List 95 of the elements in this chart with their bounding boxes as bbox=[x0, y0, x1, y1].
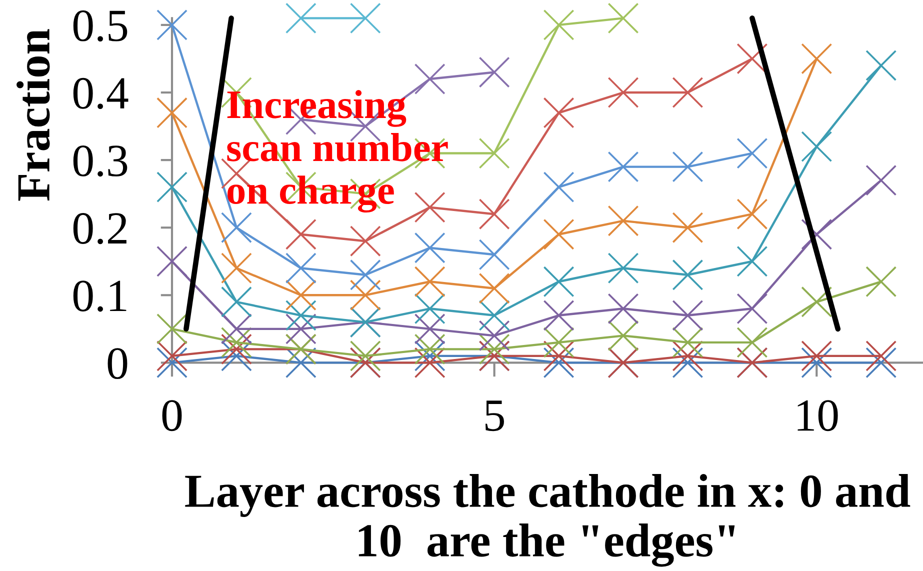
point bbox=[801, 43, 832, 74]
point bbox=[350, 340, 381, 372]
y-tick-label: 0.3 bbox=[73, 145, 128, 177]
point bbox=[220, 340, 252, 372]
point bbox=[672, 77, 704, 108]
point bbox=[478, 272, 510, 304]
point bbox=[672, 151, 704, 182]
point bbox=[801, 218, 832, 250]
y-tick-label: 0 bbox=[108, 348, 128, 380]
point bbox=[608, 320, 639, 352]
point bbox=[801, 131, 832, 162]
point bbox=[285, 280, 316, 311]
point bbox=[866, 50, 897, 81]
point bbox=[866, 347, 897, 378]
point bbox=[156, 340, 188, 372]
point bbox=[414, 293, 446, 324]
point bbox=[866, 340, 897, 372]
point bbox=[672, 212, 704, 244]
point bbox=[414, 266, 446, 298]
point bbox=[801, 286, 832, 318]
y-tick-label: 0.4 bbox=[73, 78, 128, 110]
point bbox=[285, 313, 316, 344]
point bbox=[478, 198, 510, 230]
point bbox=[285, 347, 316, 378]
point bbox=[543, 9, 574, 40]
point bbox=[156, 172, 188, 203]
point bbox=[414, 340, 446, 372]
point bbox=[414, 232, 446, 264]
point bbox=[156, 9, 188, 40]
point bbox=[156, 313, 188, 344]
point bbox=[220, 286, 252, 318]
point bbox=[672, 347, 704, 378]
point bbox=[350, 226, 381, 257]
point bbox=[285, 218, 316, 250]
point bbox=[414, 347, 446, 378]
point bbox=[156, 246, 188, 277]
point bbox=[543, 172, 574, 203]
point bbox=[608, 293, 639, 324]
point bbox=[350, 280, 381, 311]
point bbox=[608, 205, 639, 236]
point bbox=[736, 43, 768, 74]
point bbox=[220, 313, 252, 344]
point bbox=[543, 266, 574, 298]
x-tick-label: 10 bbox=[798, 400, 838, 432]
point bbox=[801, 340, 832, 372]
x-tick-label: 0 bbox=[162, 400, 182, 432]
point bbox=[543, 340, 574, 372]
point bbox=[736, 246, 768, 277]
point bbox=[478, 56, 510, 88]
point bbox=[414, 64, 446, 94]
point bbox=[285, 2, 316, 34]
point bbox=[736, 138, 768, 169]
y-axis-title: Fraction bbox=[16, 29, 50, 201]
point bbox=[285, 300, 316, 331]
point bbox=[736, 198, 768, 230]
y-tick-label: 0.1 bbox=[73, 280, 126, 312]
point bbox=[350, 259, 381, 290]
point bbox=[478, 334, 510, 365]
point bbox=[736, 293, 768, 324]
point bbox=[866, 164, 897, 196]
point bbox=[478, 138, 510, 169]
point bbox=[672, 300, 704, 331]
point bbox=[866, 266, 897, 298]
point bbox=[543, 300, 574, 331]
y-tick-label: 0.5 bbox=[73, 10, 128, 42]
point bbox=[543, 218, 574, 250]
point bbox=[672, 326, 704, 358]
point bbox=[478, 239, 510, 270]
point bbox=[543, 326, 574, 358]
point bbox=[608, 151, 639, 182]
point bbox=[608, 252, 639, 284]
point bbox=[543, 97, 574, 128]
x-tick-label: 5 bbox=[486, 400, 504, 432]
point bbox=[608, 2, 639, 34]
point bbox=[672, 259, 704, 290]
point bbox=[350, 2, 381, 34]
point bbox=[736, 326, 768, 358]
point bbox=[801, 347, 832, 378]
point bbox=[220, 326, 252, 358]
point bbox=[220, 252, 252, 284]
point bbox=[285, 252, 316, 284]
point bbox=[156, 97, 188, 128]
y-tick-label: 0.2 bbox=[73, 213, 126, 244]
point bbox=[220, 334, 252, 365]
point bbox=[543, 347, 574, 378]
point bbox=[414, 192, 446, 223]
point bbox=[478, 320, 510, 352]
point bbox=[608, 77, 639, 108]
point bbox=[414, 313, 446, 344]
x-axis-title: Layer across the cathode in x: 0 and 10 are the "edges" bbox=[185, 474, 910, 567]
point bbox=[220, 212, 252, 244]
point bbox=[478, 300, 510, 331]
point bbox=[156, 347, 188, 378]
point bbox=[414, 334, 446, 365]
point bbox=[672, 340, 704, 372]
